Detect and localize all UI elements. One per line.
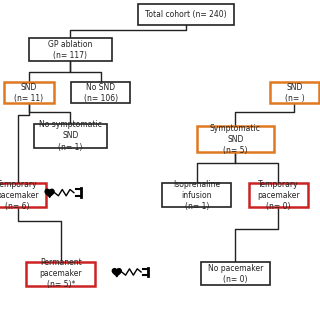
Text: Permanent
pacemaker
(n= 5)*: Permanent pacemaker (n= 5)*	[39, 258, 82, 289]
FancyBboxPatch shape	[0, 183, 45, 207]
FancyBboxPatch shape	[71, 83, 131, 103]
Text: Total cohort (n= 240): Total cohort (n= 240)	[145, 10, 227, 19]
Text: GP ablation
(n= 117): GP ablation (n= 117)	[48, 40, 92, 60]
FancyBboxPatch shape	[249, 183, 308, 207]
Text: No pacemaker
(n= 0): No pacemaker (n= 0)	[207, 264, 263, 284]
FancyBboxPatch shape	[29, 38, 112, 61]
FancyBboxPatch shape	[34, 124, 107, 148]
Text: Isoprenaline
infusion
(n= 1): Isoprenaline infusion (n= 1)	[173, 180, 220, 211]
Text: SND
(n= 11): SND (n= 11)	[14, 83, 44, 103]
FancyBboxPatch shape	[138, 4, 234, 25]
Polygon shape	[45, 189, 54, 197]
FancyBboxPatch shape	[201, 262, 269, 285]
Text: Symptomatic
SND
(n= 5): Symptomatic SND (n= 5)	[210, 124, 260, 155]
Text: No SND
(n= 106): No SND (n= 106)	[84, 83, 118, 103]
FancyBboxPatch shape	[162, 183, 231, 207]
Text: Temporary
pacemaker
(n= 6): Temporary pacemaker (n= 6)	[0, 180, 39, 211]
Text: No symptomatic
SND
(n= 1): No symptomatic SND (n= 1)	[39, 120, 102, 152]
FancyBboxPatch shape	[27, 262, 95, 286]
FancyBboxPatch shape	[270, 83, 319, 103]
FancyBboxPatch shape	[197, 126, 274, 152]
FancyBboxPatch shape	[4, 83, 53, 103]
Polygon shape	[112, 269, 121, 277]
Text: SND
(n= ): SND (n= )	[284, 83, 304, 103]
Text: Temporary
pacemaker
(n= 0): Temporary pacemaker (n= 0)	[257, 180, 300, 211]
